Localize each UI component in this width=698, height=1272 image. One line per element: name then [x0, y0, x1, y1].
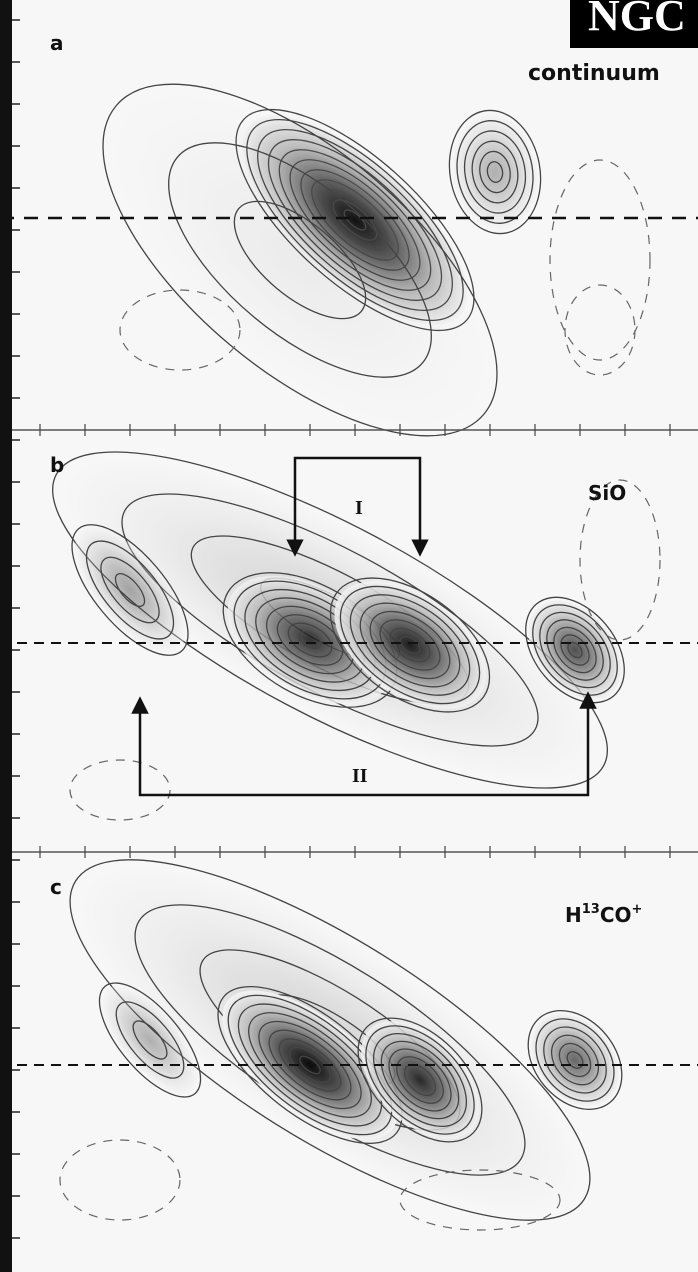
molecule: CO: [600, 903, 632, 927]
panel-label: a: [50, 31, 64, 55]
line-label: continuum: [528, 61, 660, 86]
left-axis: [0, 0, 12, 1272]
element: H: [565, 903, 582, 927]
line-label: SiO: [588, 481, 626, 505]
panel-label: b: [50, 453, 64, 477]
group-label: I: [355, 497, 363, 519]
line-label: H13CO+: [565, 902, 642, 927]
group-label: II: [352, 765, 368, 787]
panel-label: c: [50, 875, 62, 899]
title: NGC: [588, 0, 686, 40]
isotope: 13: [582, 902, 600, 917]
charge: +: [632, 902, 643, 917]
figure: NGC a continuum b SiO c H13CO+ I II: [0, 0, 698, 1272]
